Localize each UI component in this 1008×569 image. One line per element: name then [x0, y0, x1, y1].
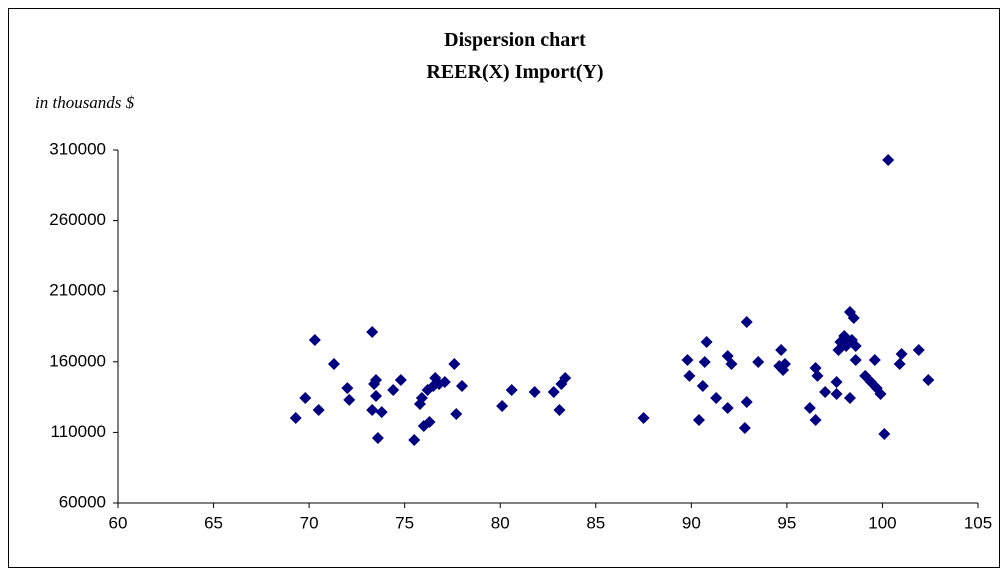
data-point [740, 396, 753, 409]
data-point [849, 353, 862, 366]
data-point [830, 387, 843, 400]
x-tick-label: 60 [109, 513, 128, 532]
chart-title: Dispersion chart [444, 29, 586, 51]
data-point [912, 343, 925, 356]
data-point [341, 382, 354, 395]
data-point [721, 401, 734, 414]
data-point [843, 391, 856, 404]
data-point [505, 384, 518, 397]
y-tick-label: 110000 [51, 422, 106, 441]
data-point [710, 391, 723, 404]
data-point [696, 379, 709, 392]
y-axis-unit: in thousands $ [35, 93, 135, 112]
data-point [375, 406, 388, 419]
y-tick-label: 260000 [49, 210, 106, 229]
data-point [371, 432, 384, 445]
data-point [448, 358, 461, 371]
data-point [681, 353, 694, 366]
data-point [289, 411, 302, 424]
y-tick-label: 160000 [49, 351, 106, 370]
data-point [308, 334, 321, 347]
chart-subtitle: REER(X) Import(Y) [426, 61, 603, 83]
data-point [366, 326, 379, 339]
data-point [775, 343, 788, 356]
x-tick-label: 100 [868, 513, 896, 532]
data-point [387, 384, 400, 397]
data-point [528, 386, 541, 399]
data-point [922, 374, 935, 387]
data-point [819, 386, 832, 399]
data-point [738, 422, 751, 435]
data-point [370, 374, 382, 387]
data-point [700, 336, 713, 349]
data-point [423, 415, 436, 428]
data-point [370, 389, 382, 402]
data-point [559, 372, 572, 385]
data-point [830, 375, 843, 388]
data-point [450, 408, 463, 421]
data-point [895, 348, 908, 361]
data-point [683, 369, 696, 382]
data-point [778, 358, 791, 371]
y-tick-label: 60000 [59, 492, 106, 511]
x-tick-label: 80 [491, 513, 510, 532]
data-point [803, 401, 816, 414]
chart-frame [8, 8, 1000, 568]
x-tick-label: 85 [586, 513, 605, 532]
data-point [868, 353, 881, 366]
data-point [878, 427, 891, 440]
data-point [394, 374, 407, 387]
x-tick-label: 90 [682, 513, 701, 532]
data-point [725, 358, 738, 371]
x-tick-label: 75 [395, 513, 414, 532]
y-tick-label: 310000 [49, 139, 106, 158]
data-point [637, 411, 650, 424]
x-tick-label: 70 [300, 513, 319, 532]
data-point [343, 393, 356, 406]
data-point [496, 399, 509, 412]
data-point [874, 387, 887, 400]
data-point [740, 315, 753, 328]
data-point [752, 355, 765, 368]
data-point [809, 413, 822, 426]
x-tick-label: 95 [777, 513, 796, 532]
data-point [698, 355, 711, 368]
data-point [408, 434, 421, 447]
x-tick-label: 105 [964, 513, 992, 532]
data-point [692, 413, 705, 426]
data-point [312, 403, 325, 416]
x-tick-label: 65 [204, 513, 223, 532]
y-tick-label: 210000 [49, 281, 106, 300]
data-point [299, 391, 312, 404]
data-point [811, 369, 824, 382]
data-point [456, 379, 468, 392]
data-point [415, 391, 428, 404]
data-point [366, 403, 379, 416]
data-point [893, 358, 906, 371]
data-point [438, 375, 451, 388]
data-point [547, 386, 560, 399]
data-point [847, 312, 860, 325]
data-point [849, 339, 862, 352]
data-point [882, 154, 895, 167]
data-point [553, 403, 566, 416]
data-point [327, 358, 340, 371]
